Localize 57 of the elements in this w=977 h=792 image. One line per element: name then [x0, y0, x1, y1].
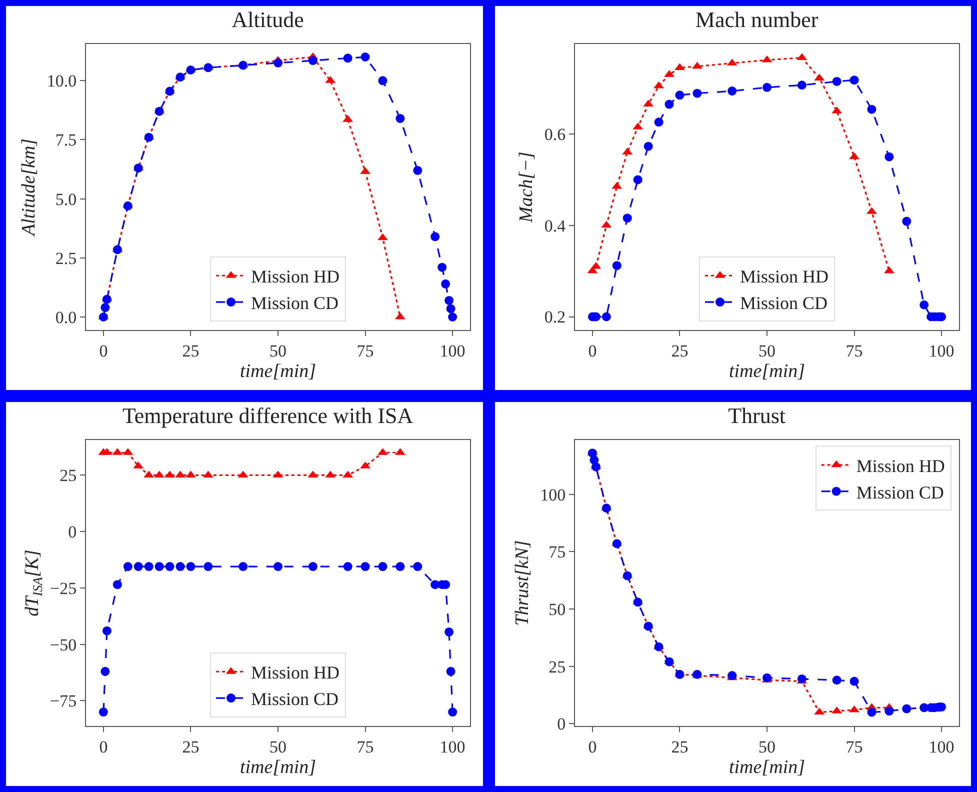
y-tick-label: 0.2: [544, 308, 566, 327]
x-tick-label: 100: [928, 737, 954, 756]
y-tick-label: 2.5: [55, 248, 77, 268]
x-axis-title: time[min]: [240, 361, 316, 382]
y-tick-label: 0.4: [544, 216, 566, 236]
x-tick-label: 25: [671, 341, 688, 360]
y-tick-label: −50: [50, 635, 77, 654]
legend-label: Mission HD: [251, 266, 340, 287]
x-tick-label: 50: [758, 737, 776, 756]
chart-title: Thrust: [728, 403, 786, 428]
x-tick-label: 100: [928, 341, 954, 360]
y-axis-title: Altitude[km]: [18, 138, 40, 238]
y-axis-title: Mach[−]: [516, 152, 538, 224]
y-tick-label: 10.0: [46, 72, 77, 91]
y-axis-title: Thrust[kN]: [512, 540, 533, 626]
y-tick-label: −25: [50, 578, 77, 598]
x-tick-label: 25: [182, 341, 200, 360]
legend-label: Mission HD: [740, 266, 829, 287]
x-tick-label: 50: [758, 341, 776, 360]
x-tick-label: 0: [588, 341, 597, 360]
x-tick-label: 0: [99, 341, 108, 360]
y-tick-label: 0.6: [544, 124, 566, 144]
y-tick-label: 0.0: [55, 308, 77, 327]
x-tick-label: 25: [671, 737, 688, 756]
legend-label: Mission HD: [251, 662, 340, 683]
x-tick-label: 75: [846, 737, 863, 756]
x-tick-label: 75: [356, 737, 374, 756]
chart-title: Altitude: [232, 7, 304, 32]
x-tick-label: 100: [440, 341, 466, 360]
x-axis-title: time[min]: [729, 757, 805, 778]
x-tick-label: 0: [99, 737, 108, 756]
x-tick-label: 0: [588, 737, 597, 756]
x-tick-label: 25: [182, 737, 200, 756]
y-tick-label: −75: [50, 692, 77, 711]
y-tick-label: 0: [557, 714, 566, 734]
x-tick-label: 75: [356, 341, 374, 360]
x-axis-title: time[min]: [729, 361, 805, 382]
x-tick-label: 100: [440, 737, 466, 756]
y-tick-label: 75: [548, 542, 566, 562]
legend-label: Mission HD: [856, 456, 945, 476]
chart-title: Mach number: [695, 7, 819, 32]
y-tick-label: 100: [540, 485, 566, 504]
y-tick-label: 50: [548, 600, 566, 619]
legend-label: Mission CD: [251, 689, 339, 710]
legend-label: Mission CD: [740, 293, 828, 314]
legend-label: Mission CD: [856, 482, 944, 502]
legend-label: Mission CD: [251, 293, 339, 314]
chart-title: Temperature difference with ISA: [122, 403, 414, 428]
y-tick-label: 0: [68, 522, 77, 542]
x-tick-label: 50: [270, 737, 286, 756]
y-tick-label: 7.5: [55, 130, 77, 150]
x-axis-title: time[min]: [240, 757, 316, 778]
y-tick-label: 25: [60, 466, 77, 486]
x-tick-label: 75: [846, 341, 863, 360]
y-tick-label: 5.0: [55, 190, 77, 209]
y-tick-label: 25: [548, 657, 566, 676]
x-tick-label: 50: [270, 341, 286, 360]
